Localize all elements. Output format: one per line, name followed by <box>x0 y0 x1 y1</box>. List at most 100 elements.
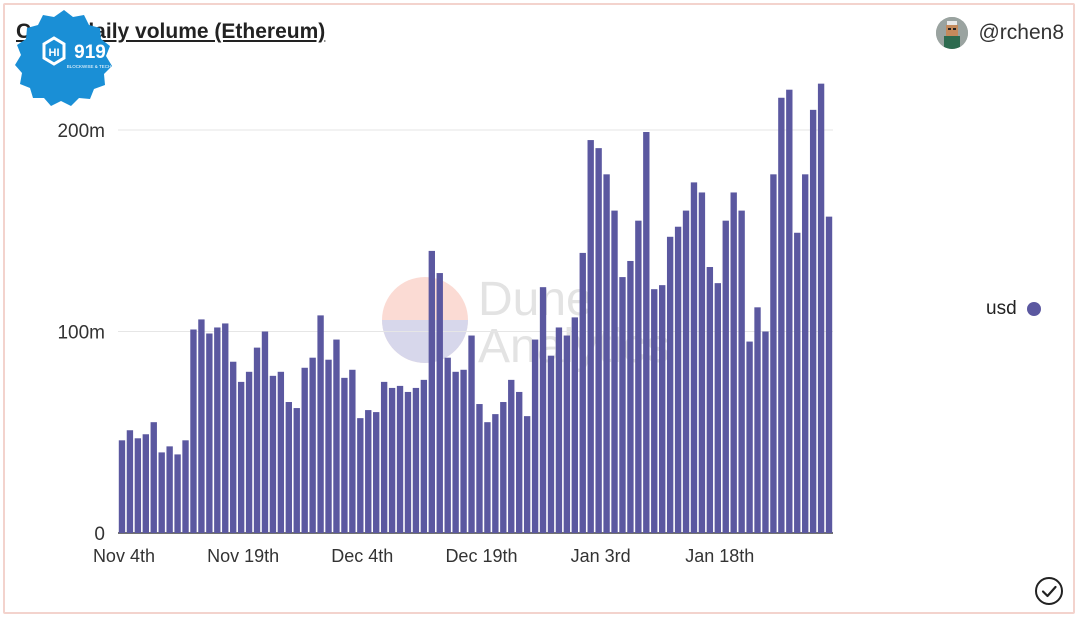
bar[interactable] <box>126 430 134 533</box>
bar[interactable] <box>619 277 626 533</box>
bar[interactable] <box>468 335 475 533</box>
bar[interactable] <box>396 385 404 533</box>
bar[interactable] <box>651 289 658 533</box>
bar[interactable] <box>690 182 698 533</box>
bar[interactable] <box>373 412 380 533</box>
author-handle[interactable]: @rchen8 <box>978 21 1064 44</box>
bar[interactable] <box>198 319 205 533</box>
bar[interactable] <box>531 339 539 533</box>
bar[interactable] <box>269 375 277 533</box>
bar[interactable] <box>563 335 571 533</box>
bar[interactable] <box>206 333 213 533</box>
bar[interactable] <box>182 440 189 533</box>
bar[interactable] <box>277 371 285 533</box>
bar[interactable] <box>516 391 523 533</box>
bar[interactable] <box>555 327 563 533</box>
check-circle-icon[interactable] <box>1034 576 1064 606</box>
bar[interactable] <box>436 273 443 533</box>
author-badge[interactable]: @rchen8 <box>936 16 1064 50</box>
watermark-line-1: Dune <box>478 273 593 326</box>
bar[interactable] <box>341 377 348 533</box>
bar[interactable] <box>380 381 388 534</box>
bar[interactable] <box>738 210 745 533</box>
bar[interactable] <box>158 452 165 533</box>
bar[interactable] <box>142 434 149 533</box>
bar[interactable] <box>666 236 674 534</box>
dune-watermark: Dune Analytics <box>382 273 670 373</box>
bar[interactable] <box>508 379 515 533</box>
bar[interactable] <box>404 391 412 533</box>
bar[interactable] <box>460 369 467 533</box>
bar[interactable] <box>237 381 245 534</box>
bar[interactable] <box>174 454 181 533</box>
bar[interactable] <box>539 287 547 533</box>
bar[interactable] <box>428 250 435 533</box>
bar[interactable] <box>643 132 650 533</box>
bar[interactable] <box>190 329 197 533</box>
bar[interactable] <box>388 387 396 533</box>
bar[interactable] <box>595 148 602 533</box>
bar[interactable] <box>611 210 618 533</box>
bar[interactable] <box>722 220 729 534</box>
bar[interactable] <box>571 317 578 533</box>
bar[interactable] <box>301 367 308 533</box>
bar[interactable] <box>285 402 292 533</box>
bar[interactable] <box>714 283 721 533</box>
bar[interactable] <box>809 109 817 533</box>
bar[interactable] <box>484 422 491 533</box>
bar[interactable] <box>333 339 340 533</box>
bar[interactable] <box>309 357 316 533</box>
card-frame <box>3 3 1075 614</box>
bar[interactable] <box>635 220 642 534</box>
bar[interactable] <box>118 440 126 533</box>
bar[interactable] <box>253 347 261 533</box>
bar[interactable] <box>730 192 737 533</box>
legend[interactable]: usd <box>986 298 1041 320</box>
bar[interactable] <box>214 327 221 533</box>
bar[interactable] <box>770 174 777 533</box>
bar[interactable] <box>349 369 356 533</box>
bar[interactable] <box>754 307 761 533</box>
bar[interactable] <box>476 404 483 533</box>
bar[interactable] <box>682 210 690 533</box>
bar[interactable] <box>412 387 420 533</box>
bar[interactable] <box>762 331 769 534</box>
bar[interactable] <box>317 315 324 533</box>
bar[interactable] <box>817 83 825 534</box>
bar[interactable] <box>452 371 459 533</box>
bar[interactable] <box>357 418 364 533</box>
bar[interactable] <box>698 192 706 533</box>
bar[interactable] <box>261 331 269 534</box>
bar[interactable] <box>627 260 634 533</box>
bar[interactable] <box>603 174 610 533</box>
bar[interactable] <box>746 341 753 533</box>
y-tick-label: 0 <box>94 524 105 545</box>
y-tick-label: 100m <box>57 323 105 344</box>
bar[interactable] <box>587 140 594 533</box>
bar[interactable] <box>150 422 157 533</box>
bar[interactable] <box>802 174 809 533</box>
bar[interactable] <box>420 379 428 533</box>
bar[interactable] <box>444 357 451 533</box>
bar[interactable] <box>659 285 666 533</box>
bar[interactable] <box>166 446 173 533</box>
bar[interactable] <box>293 408 300 533</box>
bar[interactable] <box>365 410 372 533</box>
bar[interactable] <box>245 371 253 533</box>
bar[interactable] <box>825 216 833 533</box>
bar[interactable] <box>492 414 499 533</box>
bar[interactable] <box>547 355 555 533</box>
bar[interactable] <box>706 267 714 533</box>
bar[interactable] <box>794 232 801 533</box>
bar[interactable] <box>134 438 142 533</box>
bar[interactable] <box>786 89 793 533</box>
bar[interactable] <box>500 402 507 533</box>
avatar[interactable] <box>936 17 969 49</box>
bar[interactable] <box>230 361 237 533</box>
bar[interactable] <box>579 252 586 533</box>
bar[interactable] <box>523 416 531 533</box>
bar[interactable] <box>778 97 785 533</box>
bar[interactable] <box>222 323 229 533</box>
bar[interactable] <box>674 226 682 533</box>
bar[interactable] <box>325 359 332 533</box>
